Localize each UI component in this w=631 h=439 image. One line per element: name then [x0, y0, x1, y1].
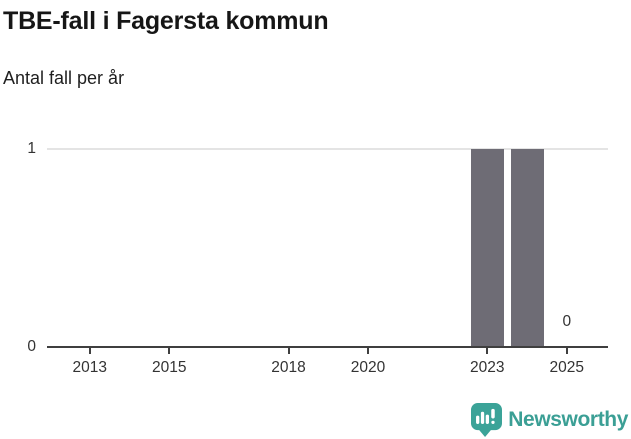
y-axis-tick-label: 1: [27, 140, 36, 157]
newsworthy-logo-icon: [471, 403, 503, 437]
x-axis-tick-label: 2020: [350, 359, 386, 376]
x-axis-line: [47, 346, 608, 348]
x-axis-tick-label: 2018: [271, 359, 306, 376]
chart-title: TBE-fall i Fagersta kommun: [3, 7, 329, 35]
y-axis-tick-label: 0: [27, 338, 36, 355]
newsworthy-logo: Newsworthy: [471, 403, 628, 437]
value-annotation: 0: [562, 313, 572, 330]
bar-2023: [470, 149, 504, 347]
x-axis-tick: [88, 348, 91, 354]
y-gridline: [47, 148, 608, 150]
x-axis-tick-label: 2023: [470, 359, 505, 376]
x-axis-tick-label: 2013: [72, 359, 107, 376]
newsworthy-wordmark: Newsworthy: [508, 408, 628, 431]
bar-2024: [510, 149, 544, 347]
x-axis-tick-label: 2025: [549, 359, 584, 376]
x-axis-tick: [486, 348, 489, 354]
x-axis-tick: [565, 348, 568, 354]
x-axis-tick: [367, 348, 369, 354]
chart-subtitle: Antal fall per år: [3, 68, 125, 88]
x-axis-tick: [168, 348, 171, 354]
x-axis-tick: [287, 348, 290, 354]
x-axis-tick-label: 2015: [152, 359, 187, 376]
